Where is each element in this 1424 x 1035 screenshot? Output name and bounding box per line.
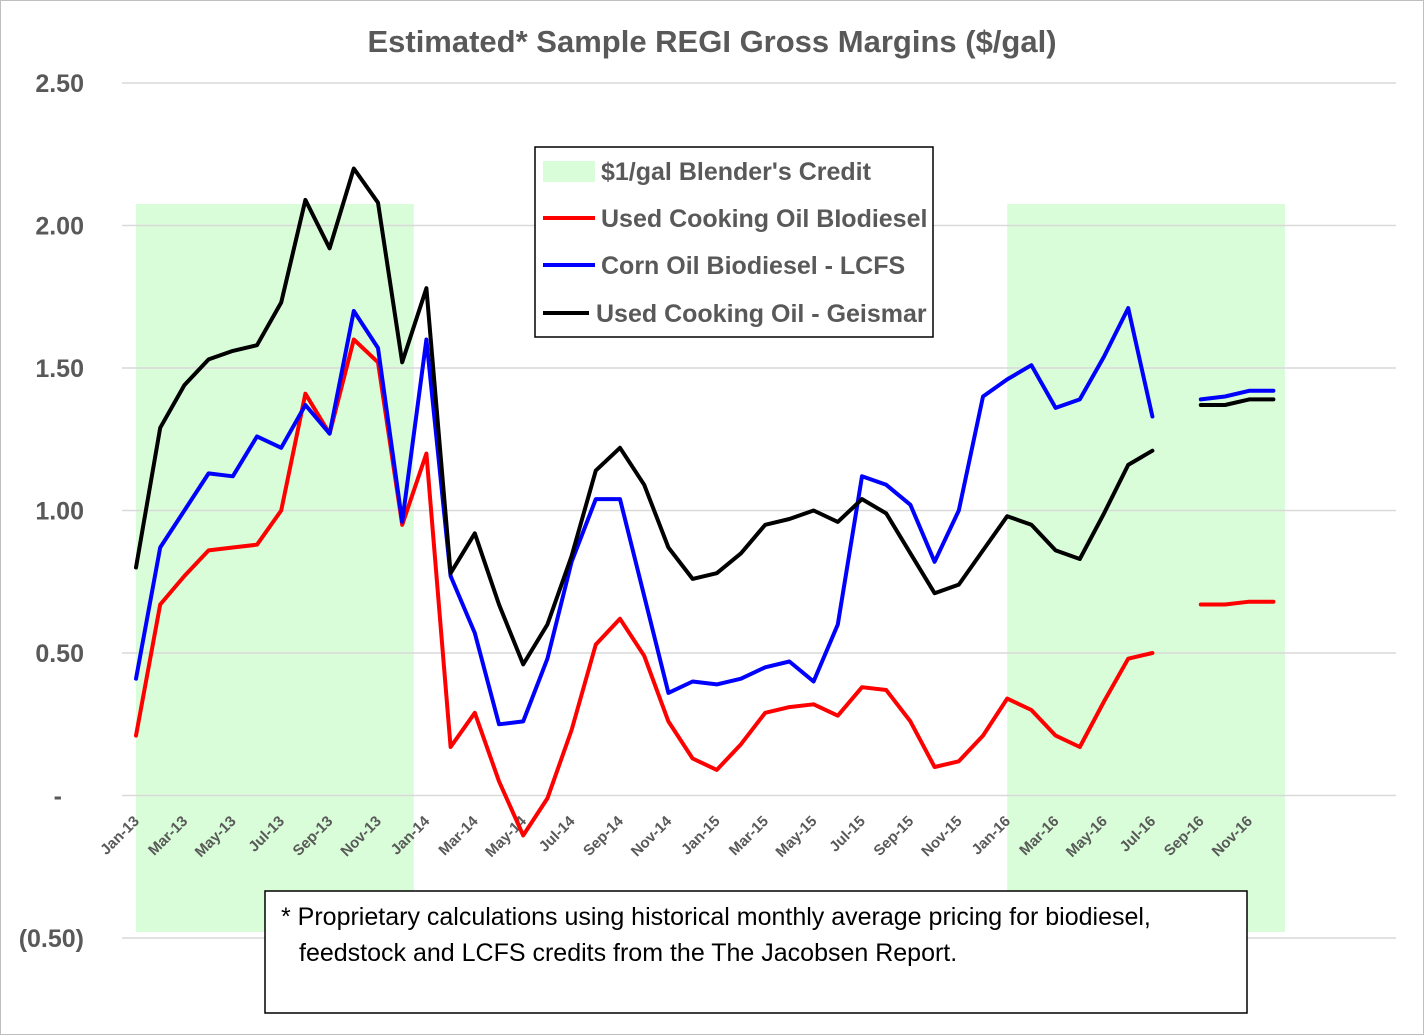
footnote-line-2: feedstock and LCFS credits from the The … (299, 939, 957, 967)
y-tick-label: 2.00 (35, 213, 84, 241)
series-line-used-cooking-oil-geismar (1198, 397, 1276, 407)
footnote-line-1: * Proprietary calculations using histori… (281, 903, 1151, 931)
x-tick-label: Jan-16 (968, 813, 1014, 859)
shaded-regions (136, 204, 1286, 932)
y-axis-ticks: 2.50 2.00 1.50 1.00 0.50 - (0.50) (19, 70, 84, 953)
x-tick-label: Nov-14 (628, 812, 676, 860)
y-tick-label: 1.50 (35, 355, 84, 383)
series-line-corn-oil-biodiesel-lcfs (134, 306, 1155, 727)
legend: $1/gal Blender's Credit Used Cooking Oil… (534, 146, 934, 338)
x-tick-label: Sep-14 (580, 812, 627, 859)
legend-label-blenders-credit: $1/gal Blender's Credit (601, 158, 872, 186)
series-lines (134, 166, 1276, 838)
y-tick-label: 0.50 (35, 640, 84, 668)
series-used-cooking-oil-geismar (134, 166, 1276, 667)
legend-swatch-blenders-credit (543, 161, 595, 182)
series-line-used-cooking-oil-biodiesel (1198, 599, 1276, 607)
y-tick-label: 1.00 (35, 498, 84, 526)
y-tick-label: - (54, 783, 62, 811)
y-tick-label: (0.50) (19, 925, 84, 953)
series-line-used-cooking-oil-geismar (134, 166, 1155, 667)
series-used-cooking-oil-biodiesel (134, 337, 1276, 838)
chart-title: Estimated* Sample REGI Gross Margins ($/… (367, 24, 1056, 59)
x-tick-label: Mar-14 (435, 812, 482, 859)
x-tick-label: May-15 (772, 813, 820, 861)
y-tick-label: 2.50 (35, 70, 84, 98)
legend-box (534, 146, 934, 338)
footnote-box (264, 890, 1248, 1014)
x-tick-label: Jan-15 (678, 813, 724, 859)
series-line-used-cooking-oil-biodiesel (134, 337, 1155, 838)
series-line-corn-oil-biodiesel-lcfs (1198, 388, 1276, 402)
series-corn-oil-biodiesel-lcfs (134, 306, 1276, 727)
legend-label-used-cooking-oil-geismar: Used Cooking Oil - Geismar (596, 300, 927, 328)
footnote-annotation: * Proprietary calculations using histori… (264, 890, 1248, 1014)
x-tick-label: Mar-15 (726, 813, 772, 859)
x-tick-label: Jul-15 (826, 813, 869, 856)
x-tick-label: Nov-15 (918, 813, 965, 860)
shaded-region-2 (1007, 204, 1286, 932)
legend-label-used-cooking-oil-biodiesel: Used Cooking Oil BIodiesel (601, 205, 927, 233)
legend-label-corn-oil-biodiesel-lcfs: Corn Oil Biodiesel - LCFS (601, 252, 905, 280)
x-tick-label: Jan-13 (97, 813, 143, 859)
shaded-region-1 (136, 204, 414, 932)
x-tick-label: Sep-15 (870, 813, 917, 860)
x-tick-label: Jul-14 (536, 812, 579, 855)
